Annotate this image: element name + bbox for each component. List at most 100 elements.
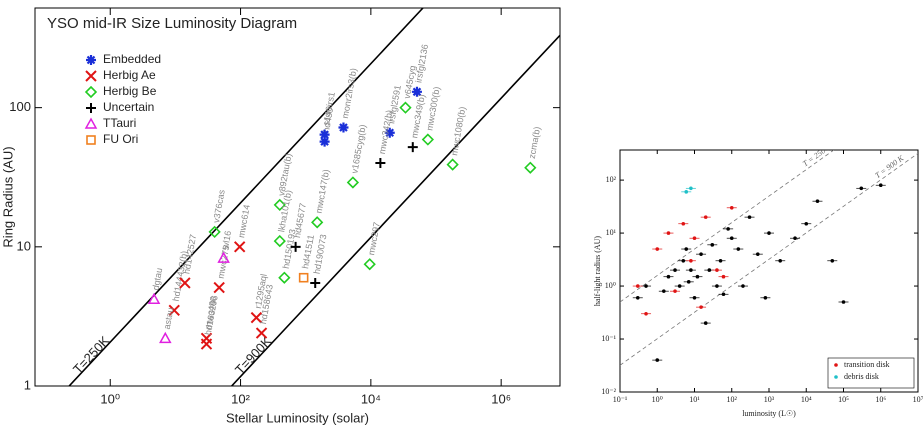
point <box>311 216 324 229</box>
reference-line <box>620 150 835 303</box>
legend-label: debris disk <box>844 372 879 381</box>
point <box>703 321 708 325</box>
point <box>692 236 697 241</box>
y-tick-label: 10² <box>606 175 617 184</box>
point <box>767 231 771 235</box>
point <box>319 129 330 140</box>
point <box>689 268 693 272</box>
point <box>524 161 537 174</box>
y-tick-label: 10⁻² <box>601 387 616 396</box>
point <box>319 136 330 147</box>
y-tick-label: 100 <box>9 99 31 114</box>
point <box>695 274 700 279</box>
legend-marker <box>84 85 98 99</box>
legend-label: transition disk <box>844 360 890 369</box>
point <box>755 252 760 256</box>
point <box>721 292 726 297</box>
point <box>666 274 671 279</box>
legend-marker <box>84 117 98 129</box>
y-tick-label: 10⁰ <box>605 281 616 290</box>
point <box>710 243 715 247</box>
y-tick-label: 10⁻¹ <box>601 334 616 343</box>
legend-label: FU Ori <box>103 132 138 146</box>
x-tick-label: 10⁴ <box>361 391 381 406</box>
point <box>726 227 730 231</box>
legend-label: Herbig Be <box>103 84 157 98</box>
point <box>729 236 734 241</box>
point <box>684 247 689 251</box>
chart-title: YSO mid-IR Size Luminosity Diagram <box>47 15 297 32</box>
point <box>747 215 752 219</box>
point <box>407 142 418 153</box>
point <box>815 199 820 203</box>
point <box>677 284 682 288</box>
point <box>715 284 719 288</box>
point-label: wl16 <box>220 230 233 251</box>
point <box>689 258 693 263</box>
point <box>707 268 712 272</box>
plot-frame <box>619 149 919 393</box>
reference-line <box>231 34 560 386</box>
point <box>859 186 864 191</box>
point <box>290 241 301 252</box>
point <box>346 176 360 189</box>
legend-label: Uncertain <box>103 100 154 114</box>
legend-marker <box>834 375 838 379</box>
legend-marker <box>834 363 838 367</box>
x-tick-label: 10⁵ <box>838 395 849 404</box>
point <box>644 311 648 316</box>
y-tick-label: 10¹ <box>606 228 617 237</box>
point <box>721 274 726 279</box>
point <box>736 247 741 251</box>
point <box>804 221 809 226</box>
point <box>778 258 783 263</box>
point <box>635 296 640 300</box>
y-axis-title: half-light radius (AU) <box>593 236 602 307</box>
point-label: dgtau <box>150 267 164 291</box>
legend-box <box>827 357 915 389</box>
point <box>673 268 677 272</box>
point <box>411 86 422 97</box>
point <box>699 305 703 309</box>
y-tick-label: 1 <box>24 377 31 392</box>
point <box>399 101 412 114</box>
y-tick-label: 10 <box>17 238 31 253</box>
point <box>830 258 835 263</box>
point <box>741 284 745 288</box>
point <box>446 158 459 171</box>
x-tick-label: 10⁰ <box>652 395 663 404</box>
legend-label: TTauri <box>103 116 136 130</box>
point <box>684 190 689 194</box>
point <box>763 296 768 300</box>
x-axis-title: luminosity (L☉) <box>742 409 796 418</box>
reference-line <box>68 8 424 386</box>
point <box>681 258 686 263</box>
point <box>655 358 660 362</box>
point <box>255 327 268 339</box>
x-tick-label: 10⁷ <box>913 395 923 404</box>
x-axis-title: Stellar Luminosity (solar) <box>226 410 369 425</box>
legend-label: Herbig Ae <box>103 68 156 82</box>
x-tick-label: 10⁰ <box>100 391 120 406</box>
point <box>338 122 349 133</box>
point <box>666 231 671 235</box>
point <box>689 186 693 191</box>
legend-marker <box>86 55 96 65</box>
legend-marker <box>86 103 96 113</box>
point <box>217 251 230 263</box>
point <box>692 296 697 300</box>
point-label: astau <box>162 307 176 330</box>
legend-marker <box>86 135 96 145</box>
point <box>662 289 666 293</box>
point <box>233 241 246 253</box>
point <box>200 338 213 350</box>
point <box>298 272 309 283</box>
x-tick-label: 10² <box>231 391 250 406</box>
point <box>147 292 161 305</box>
x-tick-label: 10³ <box>764 395 775 404</box>
point <box>655 247 660 251</box>
point <box>179 277 191 289</box>
legend-label: Embedded <box>103 52 161 66</box>
point <box>375 158 386 169</box>
